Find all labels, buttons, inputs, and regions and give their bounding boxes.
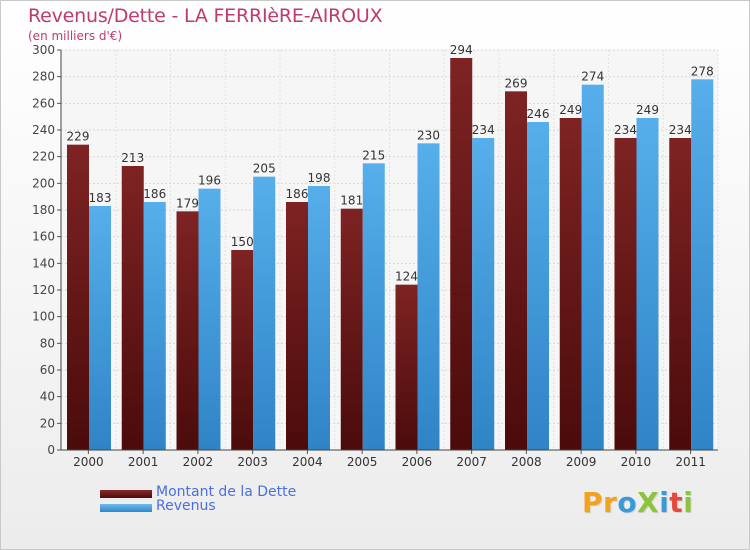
y-tick-label: 40 <box>40 390 55 404</box>
bar-dette <box>286 202 308 450</box>
bar-dette <box>176 211 199 450</box>
x-tick-label: 2004 <box>292 455 323 469</box>
chart-subtitle: (en milliers d'€) <box>28 29 123 43</box>
logo-letter: X <box>637 486 660 519</box>
bar-revenus <box>308 186 330 450</box>
bar-revenus <box>362 163 385 451</box>
x-tick-label: 2005 <box>347 455 378 469</box>
x-tick-label: 2002 <box>183 455 214 469</box>
x-tick-label: 2003 <box>237 455 268 469</box>
y-tick-label: 240 <box>32 123 55 137</box>
data-label-dette: 234 <box>669 123 692 137</box>
logo-letter: t <box>669 486 684 519</box>
bar-revenus <box>691 79 714 450</box>
data-label-dette: 181 <box>340 194 363 208</box>
x-tick-label: 2001 <box>128 455 159 469</box>
bar-revenus <box>89 206 111 450</box>
logo-letter: i <box>683 486 694 519</box>
data-label-dette: 213 <box>121 151 144 165</box>
data-label-revenus: 215 <box>362 148 385 162</box>
legend-label-dette: Montant de la Dette <box>156 484 297 500</box>
data-label-dette: 186 <box>286 187 309 201</box>
axis-layer: 0 20 40 60 80 100 120 140 160 180 200 220 240 260 280 3… <box>32 43 718 469</box>
data-label-revenus: 205 <box>253 162 276 176</box>
bar-dette <box>614 138 637 450</box>
x-tick-label: 2006 <box>402 455 433 469</box>
y-tick-label: 280 <box>32 70 55 84</box>
bar-dette <box>121 166 144 450</box>
bar-revenus <box>636 118 659 450</box>
x-tick-label: 2011 <box>675 455 706 469</box>
x-tick-label: 2007 <box>456 455 487 469</box>
y-tick-label: 120 <box>32 283 55 297</box>
bar-dette <box>450 58 473 450</box>
bar-dette <box>559 118 582 450</box>
logo-letter: r <box>603 486 618 519</box>
bar-dette <box>669 138 692 450</box>
y-tick-label: 180 <box>32 203 55 217</box>
x-tick-label: 2010 <box>621 455 652 469</box>
bar-dette <box>395 284 418 450</box>
bar-revenus <box>253 176 276 450</box>
y-tick-label: 220 <box>32 150 55 164</box>
logo-letter: o <box>617 486 638 519</box>
y-tick-label: 140 <box>32 256 55 270</box>
y-tick-label: 0 <box>47 443 55 457</box>
bar-revenus <box>472 138 495 450</box>
bar-revenus <box>198 188 221 450</box>
y-tick-label: 160 <box>32 230 55 244</box>
data-label-dette: 150 <box>231 235 254 249</box>
x-tick-label: 2008 <box>511 455 542 469</box>
data-label-dette: 294 <box>450 43 473 57</box>
chart-title: Revenus/Dette - LA FERRIèRE-AIROUX <box>28 5 383 27</box>
bars-layer <box>67 58 714 451</box>
data-label-revenus: 249 <box>636 103 659 117</box>
logo-letter: i <box>659 486 670 519</box>
data-label-revenus: 230 <box>417 128 440 142</box>
y-tick-label: 260 <box>32 96 55 110</box>
grid-layer <box>60 49 719 451</box>
data-label-revenus: 198 <box>308 171 331 185</box>
bar-dette <box>340 208 363 450</box>
y-tick-label: 80 <box>40 336 55 350</box>
data-label-dette: 124 <box>395 270 418 284</box>
data-label-revenus: 278 <box>691 64 714 78</box>
data-label-dette: 249 <box>559 103 582 117</box>
bar-dette <box>505 91 527 450</box>
data-label-revenus: 234 <box>472 123 495 137</box>
proxiti-logo: ProXiti <box>582 486 693 519</box>
y-tick-label: 60 <box>40 363 55 377</box>
data-label-dette: 234 <box>614 123 637 137</box>
bar-revenus <box>581 84 604 451</box>
data-label-revenus: 246 <box>527 107 550 121</box>
data-labels-layer: 229 183 213 186 179 196 150 205 186 198 181 215 124 2… <box>67 43 714 284</box>
bar-dette <box>231 250 254 450</box>
data-label-revenus: 196 <box>198 174 221 188</box>
bar-dette <box>67 144 89 450</box>
logo-letter: P <box>582 486 604 519</box>
bar-revenus <box>527 122 549 450</box>
data-label-dette: 179 <box>176 196 199 210</box>
y-tick-label: 100 <box>32 310 55 324</box>
bar-revenus <box>143 202 166 450</box>
data-label-revenus: 183 <box>89 191 112 205</box>
legend-swatch-dette <box>100 490 152 498</box>
bar-revenus <box>417 143 440 451</box>
x-tick-label: 2000 <box>73 455 104 469</box>
y-tick-label: 20 <box>40 416 55 430</box>
data-label-dette: 269 <box>505 76 528 90</box>
data-label-revenus: 274 <box>581 70 604 84</box>
y-tick-label: 300 <box>32 43 55 57</box>
legend-label-revenus: Revenus <box>156 498 216 514</box>
data-label-revenus: 186 <box>143 187 166 201</box>
data-label-dette: 229 <box>67 130 90 144</box>
legend-swatch-revenus <box>100 504 152 512</box>
y-tick-label: 200 <box>32 176 55 190</box>
x-tick-label: 2009 <box>566 455 597 469</box>
